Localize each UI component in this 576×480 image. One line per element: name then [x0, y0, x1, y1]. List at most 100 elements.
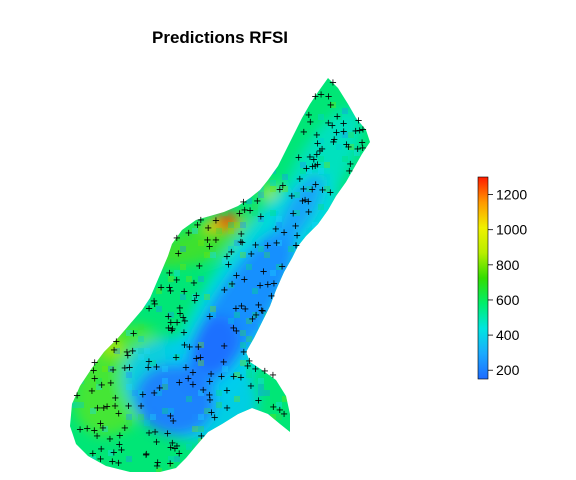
- station-marker: +: [90, 374, 98, 385]
- station-marker: +: [203, 235, 211, 246]
- station-marker: +: [73, 390, 81, 401]
- station-marker: +: [252, 310, 260, 321]
- station-marker: +: [223, 252, 231, 263]
- station-marker: +: [237, 301, 245, 312]
- station-marker: +: [152, 362, 160, 373]
- station-marker: +: [167, 318, 175, 329]
- station-marker: +: [330, 134, 338, 145]
- station-marker: +: [217, 372, 225, 383]
- station-marker: +: [299, 184, 307, 195]
- legend-tick-label: 600: [496, 292, 520, 308]
- station-marker: +: [168, 324, 176, 335]
- station-marker: +: [223, 386, 231, 397]
- station-marker: +: [244, 361, 252, 372]
- station-marker: +: [152, 437, 160, 448]
- station-marker: +: [359, 143, 367, 154]
- station-marker: +: [237, 373, 245, 384]
- station-marker: +: [115, 409, 123, 420]
- station-marker: +: [206, 311, 214, 322]
- station-marker: +: [228, 279, 236, 290]
- station-marker: +: [232, 304, 240, 315]
- station-marker: +: [356, 126, 364, 137]
- station-marker: +: [318, 144, 326, 155]
- station-marker: +: [172, 353, 180, 364]
- station-marker: +: [166, 458, 174, 469]
- station-marker: +: [151, 427, 159, 438]
- station-marker: +: [184, 373, 192, 384]
- station-marker: +: [259, 267, 267, 278]
- station-marker: +: [316, 146, 324, 157]
- station-marker: +: [292, 241, 300, 252]
- station-marker: +: [302, 164, 310, 175]
- station-marker: +: [291, 221, 299, 232]
- station-marker: +: [137, 401, 145, 412]
- station-marker: +: [351, 126, 359, 137]
- station-marker: +: [248, 314, 256, 325]
- station-marker: +: [153, 457, 161, 468]
- station-marker: +: [173, 441, 181, 452]
- station-marker: +: [329, 77, 337, 88]
- station-marker: +: [326, 100, 334, 111]
- station-marker: +: [296, 174, 304, 185]
- station-marker: +: [339, 119, 347, 130]
- station-marker: +: [166, 411, 174, 422]
- station-marker: +: [166, 443, 174, 454]
- station-marker: +: [173, 233, 181, 244]
- station-marker: +: [344, 142, 352, 153]
- station-marker: +: [279, 180, 287, 191]
- station-marker: +: [292, 241, 300, 252]
- station-marker: +: [176, 308, 184, 319]
- station-marker: +: [182, 362, 190, 373]
- station-marker: +: [173, 318, 181, 329]
- station-marker: +: [267, 291, 275, 302]
- station-marker: +: [235, 208, 243, 219]
- station-marker: +: [332, 128, 340, 139]
- station-marker: +: [313, 149, 321, 160]
- station-marker: +: [280, 409, 288, 420]
- station-marker: +: [280, 228, 288, 239]
- station-marker: +: [97, 444, 105, 455]
- station-marker: +: [89, 365, 97, 376]
- station-marker: +: [306, 152, 314, 163]
- station-marker: +: [247, 381, 255, 392]
- station-marker: +: [328, 121, 336, 132]
- station-marker: +: [91, 357, 99, 368]
- station-marker: +: [308, 185, 316, 196]
- station-marker: +: [229, 323, 237, 334]
- station-marker: +: [220, 341, 228, 352]
- station-marker: +: [306, 117, 314, 128]
- station-marker: +: [237, 237, 245, 248]
- station-marker: +: [150, 388, 158, 399]
- station-marker: +: [247, 249, 255, 260]
- station-marker: +: [310, 154, 318, 165]
- station-marker: +: [324, 91, 332, 102]
- station-marker: +: [237, 229, 245, 240]
- station-marker: +: [278, 262, 286, 273]
- station-marker: +: [164, 323, 172, 334]
- station-marker: +: [269, 402, 277, 413]
- station-marker: +: [192, 353, 200, 364]
- station-marker: +: [238, 238, 246, 249]
- legend-tick-label: 200: [496, 362, 520, 378]
- station-marker: +: [163, 429, 171, 440]
- station-marker: +: [212, 215, 220, 226]
- station-marker: +: [324, 118, 332, 129]
- station-marker: +: [272, 224, 280, 235]
- station-marker: +: [342, 140, 350, 151]
- station-marker: +: [114, 458, 122, 469]
- station-marker: +: [180, 327, 188, 338]
- station-marker: +: [197, 215, 205, 226]
- station-marker: +: [97, 380, 105, 391]
- station-marker: +: [270, 279, 278, 290]
- station-marker: +: [212, 235, 220, 246]
- station-marker: +: [272, 238, 280, 249]
- legend-tick-label: 1000: [496, 222, 527, 238]
- station-marker: +: [180, 340, 188, 351]
- station-marker: +: [240, 205, 248, 216]
- station-marker: +: [293, 230, 301, 241]
- station-marker: +: [240, 275, 248, 286]
- station-marker: +: [166, 286, 174, 297]
- station-marker: +: [205, 390, 213, 401]
- station-marker: +: [329, 137, 337, 148]
- station-marker: +: [227, 247, 235, 258]
